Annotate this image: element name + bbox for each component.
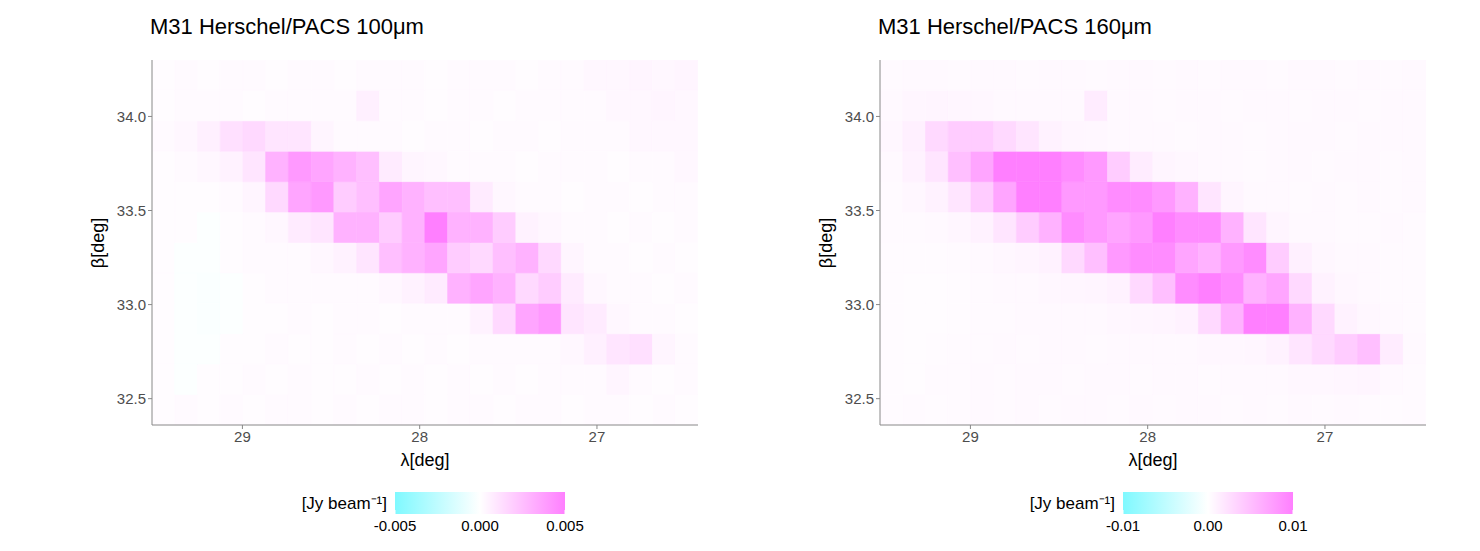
svg-text:33.5: 33.5 (117, 202, 146, 219)
svg-text:34.0: 34.0 (117, 108, 146, 125)
svg-text:0.005: 0.005 (546, 517, 584, 534)
svg-text:[Jy beam⁻¹]: [Jy beam⁻¹] (302, 494, 387, 513)
svg-text:34.0: 34.0 (845, 108, 874, 125)
svg-text:28: 28 (1139, 428, 1156, 445)
svg-text:29: 29 (962, 428, 979, 445)
svg-text:0.01: 0.01 (1278, 517, 1307, 534)
html-text:λ[deg]: λ[deg] (1128, 450, 1178, 470)
html-text:β[deg]: β[deg] (815, 217, 836, 268)
svg-text:29: 29 (234, 428, 251, 445)
html-text:λ[deg]: λ[deg] (400, 450, 450, 470)
svg-text:0.00: 0.00 (1193, 517, 1222, 534)
svg-text:33.0: 33.0 (117, 296, 146, 313)
html-text:M31 Herschel/PACS 160μm: M31 Herschel/PACS 160μm (878, 14, 1152, 39)
svg-text:0.000: 0.000 (461, 517, 499, 534)
svg-text:32.5: 32.5 (117, 390, 146, 407)
svg-text:33.0: 33.0 (845, 296, 874, 313)
svg-text:32.5: 32.5 (845, 390, 874, 407)
svg-text:33.5: 33.5 (845, 202, 874, 219)
html-text:β[deg]: β[deg] (87, 217, 108, 268)
svg-text:-0.005: -0.005 (374, 517, 417, 534)
svg-text:28: 28 (411, 428, 428, 445)
svg-text:[Jy beam⁻¹]: [Jy beam⁻¹] (1030, 494, 1115, 513)
svg-text:27: 27 (1317, 428, 1334, 445)
svg-text:27: 27 (589, 428, 606, 445)
svg-text:-0.01: -0.01 (1106, 517, 1140, 534)
html-text:M31 Herschel/PACS 100μm: M31 Herschel/PACS 100μm (150, 14, 424, 39)
